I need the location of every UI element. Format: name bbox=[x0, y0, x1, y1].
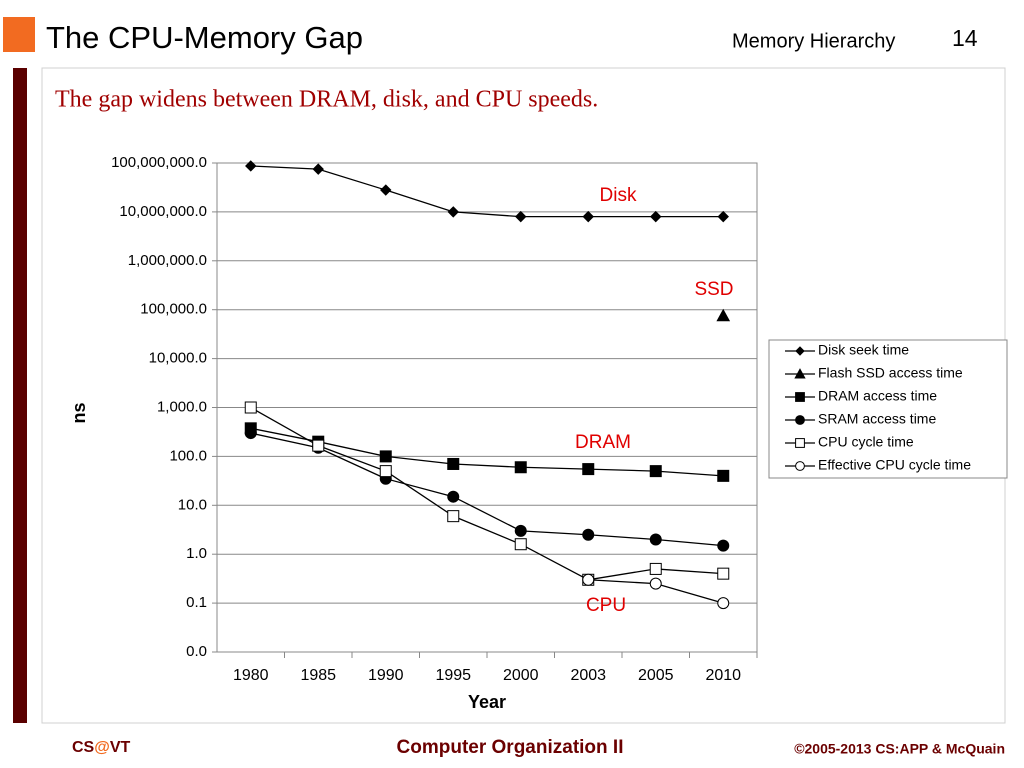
side-bar bbox=[13, 68, 27, 723]
marker bbox=[447, 510, 460, 523]
marker bbox=[379, 465, 392, 478]
header-square bbox=[3, 17, 35, 52]
x-tick-label: 1985 bbox=[300, 667, 336, 684]
x-tick-label: 2005 bbox=[638, 667, 674, 684]
marker bbox=[649, 533, 662, 546]
marker bbox=[582, 528, 595, 541]
y-tick-label: 1.0 bbox=[186, 545, 207, 562]
footer-left: CS@VT bbox=[72, 739, 131, 756]
y-tick-label: 1,000.0 bbox=[157, 398, 207, 415]
footer-center: Computer Organization II bbox=[397, 737, 624, 758]
legend-label: DRAM access time bbox=[818, 388, 937, 404]
marker bbox=[380, 184, 392, 196]
marker bbox=[514, 524, 527, 537]
x-tick-label: 2010 bbox=[705, 667, 741, 684]
x-tick-label: 1995 bbox=[435, 667, 471, 684]
marker bbox=[717, 597, 730, 610]
y-tick-label: 10.0 bbox=[178, 496, 207, 513]
marker bbox=[795, 438, 805, 448]
marker bbox=[716, 308, 731, 322]
slide-title: The CPU-Memory Gap bbox=[46, 20, 363, 55]
footer-right: ©2005-2013 CS:APP & McQuain bbox=[794, 741, 1005, 757]
annotation: Disk bbox=[600, 185, 637, 206]
marker bbox=[650, 210, 662, 223]
y-tick-label: 100,000,000.0 bbox=[111, 154, 207, 171]
marker bbox=[717, 469, 730, 482]
series-line bbox=[250, 432, 724, 547]
marker bbox=[582, 573, 595, 586]
y-tick-label: 0.0 bbox=[186, 643, 207, 660]
subtitle: The gap widens between DRAM, disk, and C… bbox=[55, 87, 598, 113]
legend-label: CPU cycle time bbox=[818, 434, 914, 450]
marker bbox=[582, 463, 595, 476]
footer-cs: CS bbox=[72, 739, 95, 756]
marker bbox=[244, 427, 257, 440]
legend-box bbox=[768, 339, 1008, 479]
annotation: DRAM bbox=[575, 432, 631, 453]
page-number: 14 bbox=[952, 25, 978, 51]
marker bbox=[312, 439, 325, 452]
legend-label: Flash SSD access time bbox=[818, 365, 963, 381]
marker bbox=[447, 457, 460, 470]
y-tick-label: 100.0 bbox=[169, 447, 207, 464]
x-tick-label: 1990 bbox=[368, 667, 404, 684]
annotation: SSD bbox=[694, 279, 733, 300]
marker bbox=[795, 461, 805, 471]
marker bbox=[717, 539, 730, 552]
y-tick-label: 10,000.0 bbox=[149, 350, 207, 367]
x-tick-label: 1980 bbox=[233, 667, 269, 684]
marker bbox=[447, 490, 460, 503]
marker bbox=[514, 538, 527, 551]
marker bbox=[649, 562, 662, 575]
y-tick-label: 100,000.0 bbox=[140, 301, 207, 318]
y-tick-label: 10,000,000.0 bbox=[119, 203, 207, 220]
x-tick-label: 2000 bbox=[503, 667, 539, 684]
marker bbox=[717, 567, 730, 580]
marker bbox=[244, 401, 257, 414]
y-axis-label: ns bbox=[69, 402, 89, 423]
marker bbox=[795, 392, 805, 402]
section-name: Memory Hierarchy bbox=[732, 30, 895, 52]
marker bbox=[447, 206, 459, 218]
x-tick-label: 2003 bbox=[570, 667, 606, 684]
marker bbox=[514, 461, 527, 474]
marker bbox=[245, 160, 257, 172]
x-axis-label: Year bbox=[468, 692, 506, 712]
marker bbox=[312, 163, 324, 175]
series-line bbox=[250, 427, 724, 477]
series-line bbox=[250, 406, 724, 581]
marker bbox=[795, 415, 805, 425]
legend-label: Disk seek time bbox=[818, 342, 909, 358]
marker bbox=[582, 210, 594, 223]
series-line bbox=[250, 165, 724, 218]
footer-vt: VT bbox=[110, 739, 131, 756]
annotation: CPU bbox=[586, 595, 626, 616]
y-tick-label: 1,000,000.0 bbox=[128, 252, 207, 269]
y-tick-label: 0.1 bbox=[186, 594, 207, 611]
marker bbox=[379, 450, 392, 463]
marker bbox=[795, 346, 805, 356]
legend-label: SRAM access time bbox=[818, 411, 936, 427]
legend-label: Effective CPU cycle time bbox=[818, 457, 971, 473]
marker bbox=[649, 577, 662, 590]
marker bbox=[515, 210, 527, 223]
marker bbox=[649, 465, 662, 478]
marker bbox=[794, 368, 806, 379]
marker bbox=[717, 210, 729, 223]
footer-at: @ bbox=[94, 739, 110, 756]
